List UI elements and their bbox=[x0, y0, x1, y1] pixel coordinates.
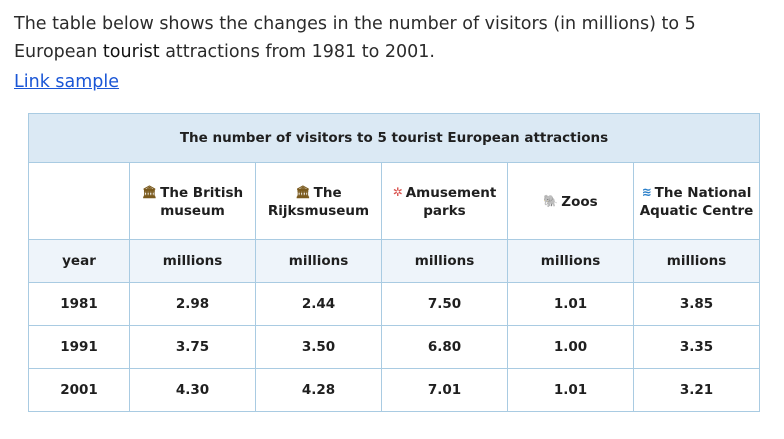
intro-text-start: The table below shows the changes in the… bbox=[14, 14, 696, 62]
year-cell: 1991 bbox=[28, 325, 130, 369]
column-header-amusement-parks: ✲ Amusement parks bbox=[381, 162, 508, 240]
unit-cell: millions bbox=[255, 239, 382, 283]
intro-paragraph: The table below shows the changes in the… bbox=[14, 10, 774, 66]
ferris-wheel-icon: ✲ bbox=[392, 184, 403, 199]
value-cell: 3.75 bbox=[129, 325, 256, 369]
unit-cell: millions bbox=[381, 239, 508, 283]
value-cell: 1.01 bbox=[507, 368, 634, 412]
wave-icon: ≋ bbox=[641, 184, 652, 199]
value-cell: 3.85 bbox=[633, 282, 760, 326]
museum-icon: 🏛 bbox=[141, 184, 158, 199]
year-cell: 2001 bbox=[28, 368, 130, 412]
corner-cell bbox=[28, 162, 130, 240]
column-header-british-museum: 🏛 The British museum bbox=[129, 162, 256, 240]
value-cell: 4.28 bbox=[255, 368, 382, 412]
intro-text-end: attractions from 1981 to 2001. bbox=[159, 42, 435, 62]
column-header-zoos: 🐘 Zoos bbox=[507, 162, 634, 240]
year-header: year bbox=[28, 239, 130, 283]
value-cell: 4.30 bbox=[129, 368, 256, 412]
value-cell: 7.01 bbox=[381, 368, 508, 412]
value-cell: 3.35 bbox=[633, 325, 760, 369]
unit-cell: millions bbox=[129, 239, 256, 283]
column-header-label: The British museum bbox=[160, 184, 244, 219]
museum-icon: 🏛 bbox=[295, 184, 311, 199]
value-cell: 3.50 bbox=[255, 325, 382, 369]
link-sample[interactable]: Link sample bbox=[14, 72, 120, 92]
year-cell: 1981 bbox=[28, 282, 130, 326]
column-header-rijksmuseum: 🏛 The Rijksmuseum bbox=[255, 162, 382, 240]
table-row: 2001 4.30 4.28 7.01 1.01 3.21 bbox=[28, 368, 760, 412]
unit-cell: millions bbox=[507, 239, 634, 283]
elephant-icon: 🐘 bbox=[543, 193, 559, 208]
value-cell: 6.80 bbox=[381, 325, 508, 369]
column-header-label: The National Aquatic Centre bbox=[639, 184, 754, 219]
table-row: 1991 3.75 3.50 6.80 1.00 3.35 bbox=[28, 325, 760, 369]
column-header-label: Amusement parks bbox=[405, 184, 497, 219]
value-cell: 2.44 bbox=[255, 282, 382, 326]
column-header-label: The Rijksmuseum bbox=[267, 184, 370, 219]
unit-cell: millions bbox=[633, 239, 760, 283]
intro-highlight: tourist bbox=[102, 42, 160, 62]
value-cell: 1.00 bbox=[507, 325, 634, 369]
column-header-aquatic-centre: ≋ The National Aquatic Centre bbox=[633, 162, 760, 240]
table-caption: The number of visitors to 5 tourist Euro… bbox=[28, 113, 760, 163]
value-cell: 3.21 bbox=[633, 368, 760, 412]
visitors-table: The number of visitors to 5 tourist Euro… bbox=[28, 113, 760, 412]
value-cell: 2.98 bbox=[129, 282, 256, 326]
column-header-label: Zoos bbox=[561, 193, 598, 210]
value-cell: 7.50 bbox=[381, 282, 508, 326]
table-row: 1981 2.98 2.44 7.50 1.01 3.85 bbox=[28, 282, 760, 326]
value-cell: 1.01 bbox=[507, 282, 634, 326]
